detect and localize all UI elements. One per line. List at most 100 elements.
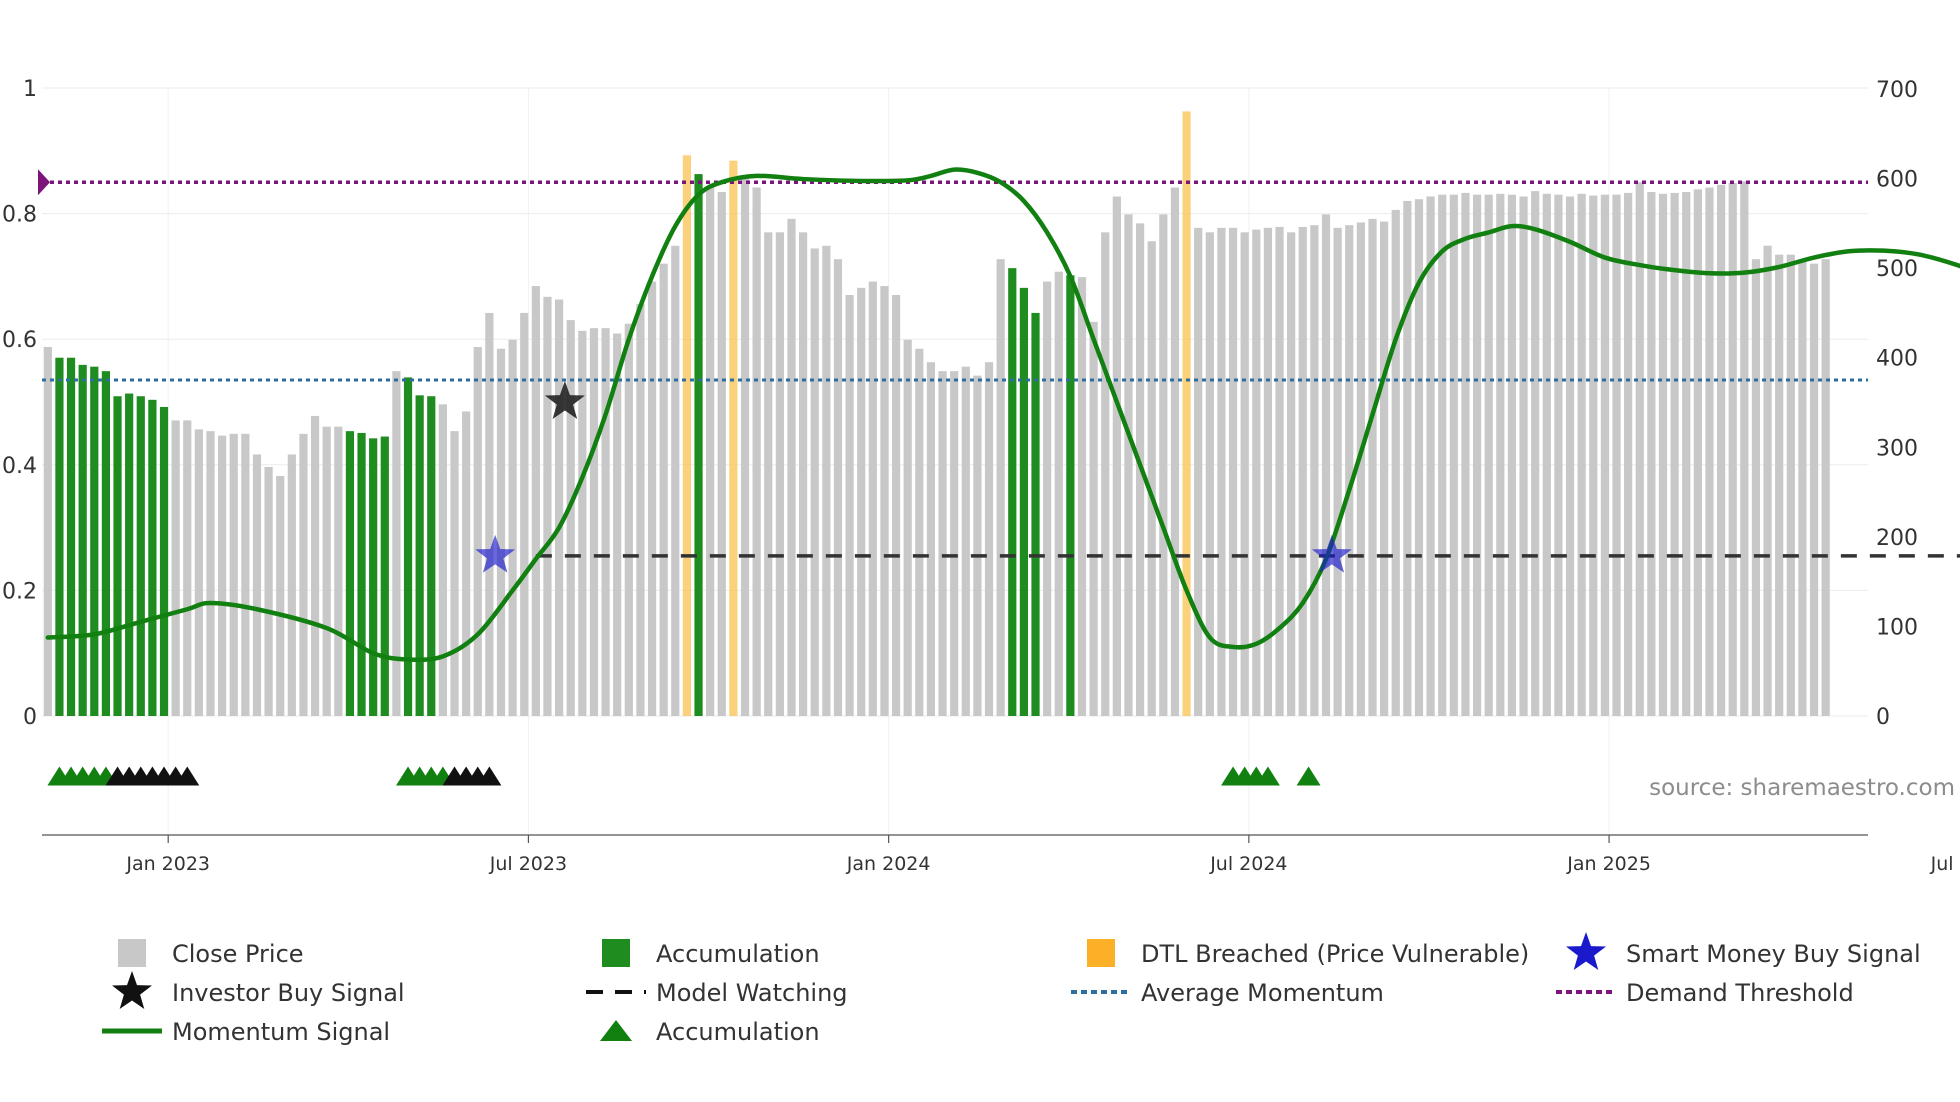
dtl-bar [729,160,738,716]
close-price-bar [1275,226,1284,716]
close-price-bar [1101,232,1110,717]
close-price-bar [833,259,843,716]
legend-symbol-accumulation [602,939,630,967]
close-price-bar [1159,214,1168,716]
close-price-bar [218,435,227,716]
close-price-bar [891,295,901,716]
legend-label: Model Watching [656,979,848,1007]
right-tick-label: 700 [1876,78,1918,103]
accumulation-bar [415,395,424,716]
close-price-bar [1612,194,1621,717]
close-price-bar [1763,245,1772,716]
close-price-bar [1124,214,1133,716]
close-price-bar [310,415,320,716]
close-price-bar [566,320,575,716]
x-tick-label: Jan 2024 [846,853,931,875]
close-price-bar [1205,232,1214,717]
close-price-bar [1170,187,1180,716]
accumulation-bar [90,366,99,716]
close-price-bar [799,232,808,717]
accumulation-bar [1019,287,1028,716]
close-price-bar [1194,227,1203,717]
close-price-bar [1589,195,1598,717]
triangle-green [1296,766,1321,786]
left-tick-label: 0.4 [2,454,37,479]
close-price-bar [1217,227,1226,717]
close-price-bar [822,245,831,716]
close-price-bar [1496,193,1505,716]
accumulation-bar [125,393,134,716]
close-price-bar [450,431,459,716]
close-price-bar [462,411,471,716]
triangle-green [1255,766,1280,786]
accumulation-bar [78,364,87,716]
accumulation-bar [427,396,436,716]
close-price-bar [1740,181,1749,717]
right-tick-label: 0 [1876,705,1890,730]
close-price-bar [1391,209,1400,716]
close-price-bar [241,433,250,716]
close-price-bar [1228,227,1238,717]
triangle-black [175,766,200,786]
close-price-bar [706,187,715,716]
close-price-bar [1438,194,1447,717]
close-price-bar [1635,182,1644,716]
close-price-bar [1554,194,1563,717]
close-price-bar [264,466,273,716]
accumulation-bar [380,436,389,716]
close-price-bar [1624,192,1633,717]
close-price-bar [903,339,912,716]
close-price-bar [276,475,285,716]
close-price-bar [1147,241,1156,716]
close-price-bar [485,312,494,716]
accumulation-bar [403,377,413,716]
accumulation-bar [369,438,378,716]
right-tick-label: 300 [1876,436,1918,461]
close-price-bar [1287,232,1296,717]
close-price-bar [1043,281,1052,716]
close-price-bar [1565,196,1575,716]
source-label: source: sharemaestro.com [1649,775,1955,801]
smart-money-star [475,534,516,573]
close-price-bar [961,366,970,716]
close-price-bar [880,286,889,716]
close-price-bar [1298,226,1307,716]
accumulation-bar [1066,275,1075,716]
legend-label: Momentum Signal [172,1018,390,1046]
legend-label: DTL Breached (Price Vulnerable) [1141,940,1529,968]
close-price-bar [996,259,1005,716]
close-price-bar [671,245,680,716]
close-price-bar [1089,321,1098,716]
legend-label: Investor Buy Signal [172,979,405,1007]
close-price-bar [1507,194,1517,717]
close-price-bar [1077,277,1087,716]
accumulation-bar [357,432,366,716]
close-price-bar [950,371,959,716]
close-price-bar [1693,189,1702,716]
investor-buy-star [544,381,585,419]
left-tick-label: 0.6 [2,328,37,353]
accumulation-bar [113,396,122,716]
close-price-bar [334,426,343,716]
right-tick-label: 100 [1876,615,1918,640]
legend-label: Accumulation [656,1018,820,1046]
accumulation-bar [66,357,76,716]
smart-money-star [1311,534,1352,573]
close-price-bar [1449,194,1458,717]
close-price-bar [1403,200,1412,716]
close-price-bar [1647,192,1656,716]
close-price-bar [578,330,587,716]
close-price-bar [252,454,262,716]
close-price-bar [938,371,947,716]
close-price-bar [1519,196,1528,716]
close-price-bar [508,339,517,716]
close-price-bar [1310,225,1319,717]
accumulation-bar [55,357,64,716]
close-price-bar [1484,194,1493,717]
close-price-bar [740,178,750,717]
legend-label: Smart Money Buy Signal [1626,940,1921,968]
close-price-bar [1728,183,1737,717]
close-price-bar [554,299,564,716]
momentum-signal-line [45,167,1960,663]
